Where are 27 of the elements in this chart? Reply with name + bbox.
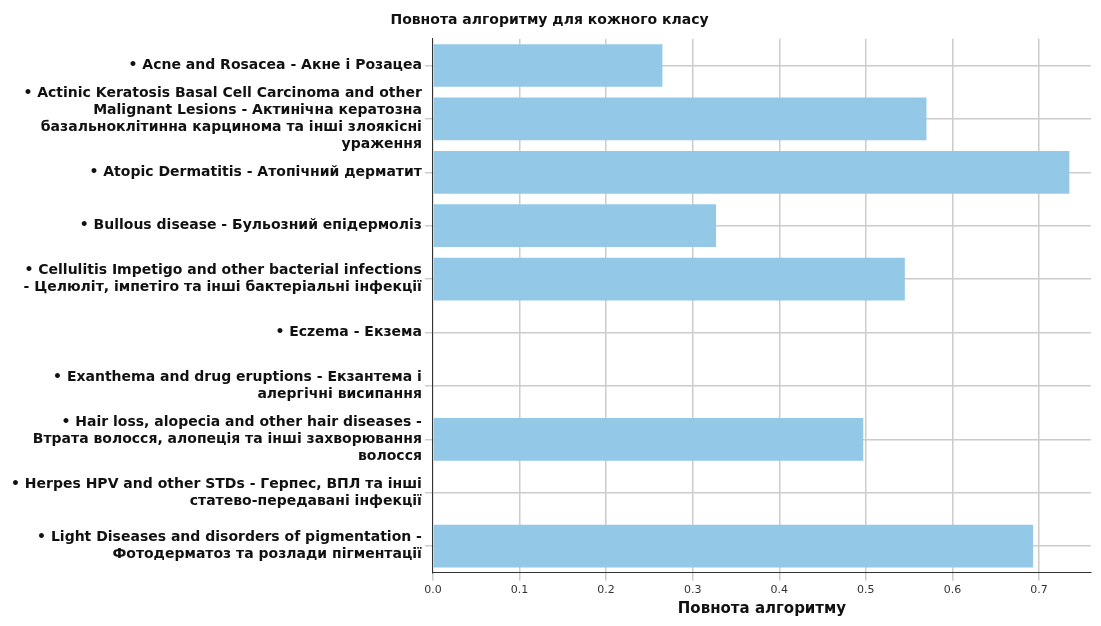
- bar: [433, 257, 905, 301]
- y-tick-label: • Exanthema and drug eruptions - Екзантема і алергічні висипання: [53, 368, 422, 401]
- bar: [433, 150, 1070, 194]
- bar: [433, 204, 717, 248]
- y-tick-label: • Hair loss, alopecia and other hair diseases - Втрата волосся, алопеція та інші захворювання волосся: [32, 413, 423, 463]
- bar: [433, 524, 1033, 568]
- y-tick-label: • Eczema - Екзема: [275, 323, 422, 340]
- x-tick-label: 0.3: [683, 583, 702, 597]
- chart-title: Повнота алгоритму для кожного класу: [390, 11, 709, 28]
- y-tick-label: • Atopic Dermatitis - Атопічний дерматит: [89, 162, 423, 179]
- x-tick-label: 0.5: [857, 583, 875, 597]
- y-tick-label: • Acne and Rosacea - Акне і Розацеа: [128, 56, 422, 73]
- bar: [433, 44, 663, 87]
- x-tick-label: 0.2: [597, 583, 615, 597]
- x-tick-label: 0.1: [510, 583, 529, 597]
- x-tick-label: 0.6: [943, 583, 962, 597]
- y-tick-label: • Cellulitis Impetigo and other bacterial infections - Целюліт, імпетіго та інші бактеріальні інфекції: [23, 261, 423, 295]
- y-tick-label: • Bullous disease - Бульозний епідермоліз: [79, 216, 422, 233]
- bar: [433, 97, 927, 141]
- x-tick-label: 0.7: [1030, 583, 1048, 597]
- bar: [433, 417, 864, 461]
- x-tick-label: 0.0: [424, 583, 442, 597]
- y-tick-label: • Light Diseases and disorders of pigmentation - Фотодерматоз та розлади пігментації: [37, 528, 423, 562]
- x-axis-title: Повнота алгоритму: [677, 598, 847, 617]
- y-tick-label: • Actinic Keratosis Basal Cell Carcinoma and other Malignant Lesions - Актинічна кератозна базальноклітинна карцинома та інші злоякісні ураження: [23, 84, 422, 151]
- y-tick-label: • Herpes HPV and other STDs - Герпес, ВПЛ та інші статево-передавані інфекції: [10, 474, 423, 508]
- x-tick-label: 0.4: [770, 583, 789, 597]
